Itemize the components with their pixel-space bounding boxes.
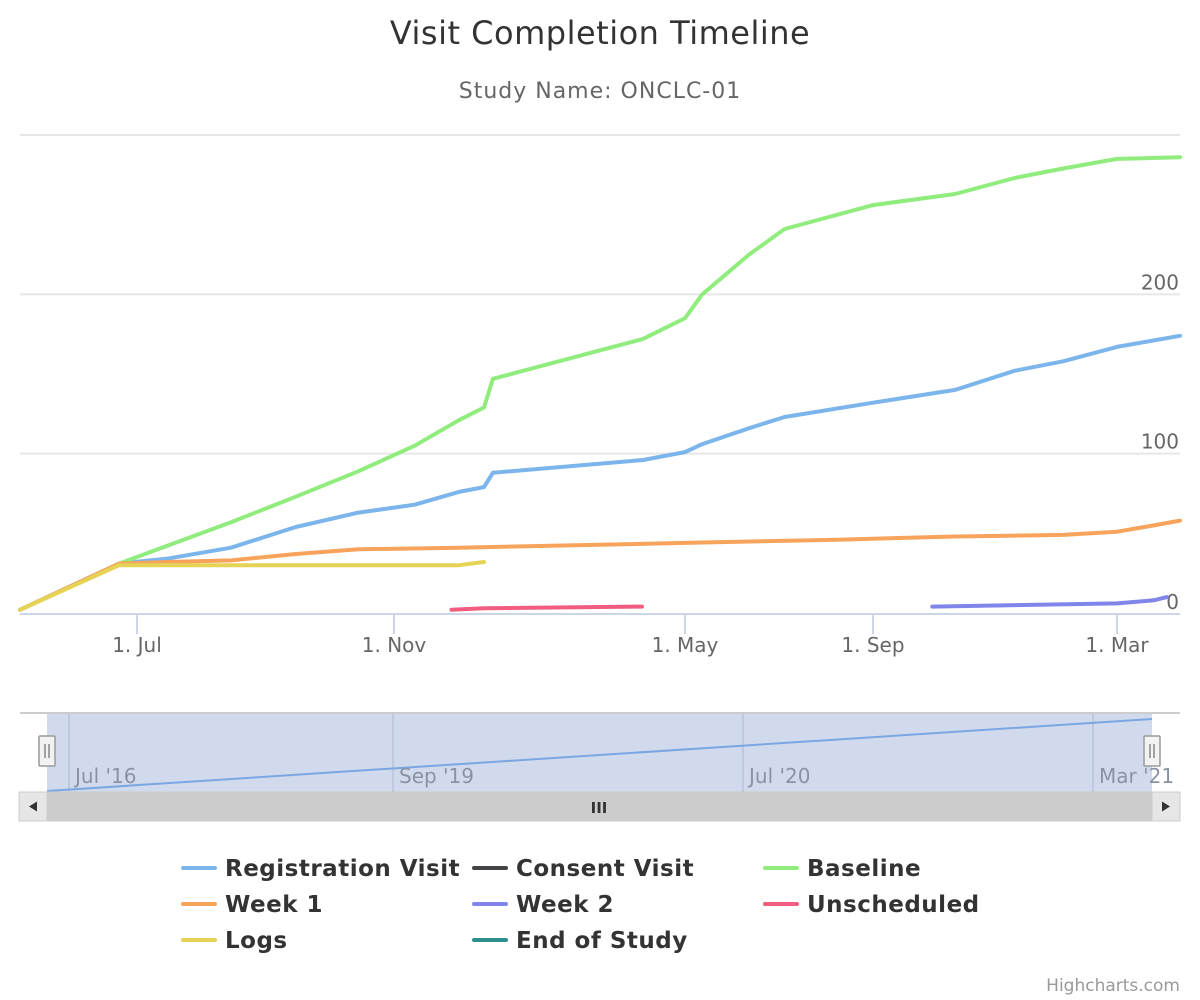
legend-item-end-of-study[interactable]: End of Study	[472, 928, 688, 954]
scrollbar[interactable]: III	[18, 791, 1181, 822]
credits-link[interactable]: Highcharts.com	[1046, 976, 1180, 996]
series-line-week-2[interactable]	[930, 595, 1169, 609]
navigator-handle-right[interactable]	[1143, 735, 1161, 767]
scrollbar-thumb[interactable]	[47, 792, 1152, 821]
legend-label: Week 1	[225, 892, 323, 918]
x-axis: 1. Jul 1. Nov 1. May 1. Sep 1. Mar	[20, 613, 1180, 657]
scrollbar-grip-icon: III	[591, 799, 608, 817]
series-line-logs[interactable]	[18, 560, 486, 612]
series-line-week-1[interactable]	[18, 518, 1182, 612]
legend-label: Baseline	[807, 856, 921, 882]
legend-label: Unscheduled	[807, 892, 980, 918]
x-tick-label: 1. Mar	[1085, 633, 1149, 657]
navigator-label-2: Jul '20	[747, 764, 810, 788]
navigator-label-1: Sep '19	[399, 764, 474, 788]
series-line-registration-visit[interactable]	[18, 333, 1182, 612]
series-lines[interactable]	[18, 155, 1182, 612]
legend-label: Week 2	[516, 892, 614, 918]
legend-item-week-2[interactable]: Week 2	[472, 892, 614, 918]
legend-label: Logs	[225, 928, 288, 954]
legend-item-logs[interactable]: Logs	[181, 928, 288, 954]
x-tick-label: 1. Sep	[841, 633, 904, 657]
y-tick-label: 0	[1166, 590, 1179, 614]
legend-label: Registration Visit	[225, 856, 460, 882]
legend-item-unscheduled[interactable]: Unscheduled	[763, 892, 980, 918]
chart-title: Visit Completion Timeline	[390, 14, 810, 52]
y-tick-label: 200	[1141, 270, 1179, 294]
legend-item-consent-visit[interactable]: Consent Visit	[472, 856, 694, 882]
legend-item-week-1[interactable]: Week 1	[181, 892, 323, 918]
x-tick-label: 1. May	[652, 633, 719, 657]
y-axis: 0 100 200	[1141, 270, 1179, 614]
x-tick-label: 1. Jul	[112, 633, 162, 657]
navigator-label-0: Jul '16	[73, 764, 136, 788]
legend-item-registration-visit[interactable]: Registration Visit	[181, 856, 460, 882]
navigator-handle-left[interactable]	[38, 735, 56, 767]
legend-label: End of Study	[516, 928, 688, 954]
gridlines	[20, 134, 1180, 455]
navigator-label-3: Mar '21	[1099, 764, 1174, 788]
x-tick-label: 1. Nov	[362, 633, 427, 657]
legend-label: Consent Visit	[516, 856, 694, 882]
chart-subtitle: Study Name: ONCLC-01	[459, 79, 742, 104]
y-tick-label: 100	[1141, 430, 1179, 454]
navigator-series-line	[46, 718, 1153, 792]
arrow-right-icon	[1162, 801, 1170, 812]
legend-item-baseline[interactable]: Baseline	[763, 856, 921, 882]
arrow-left-icon	[29, 801, 37, 812]
series-line-unscheduled[interactable]	[449, 604, 644, 612]
scroll-left-button[interactable]	[18, 791, 48, 822]
series-line-baseline[interactable]	[18, 155, 1182, 612]
scroll-right-button[interactable]	[1151, 791, 1181, 822]
legend[interactable]: Registration Visit Consent Visit Baseline W…	[181, 856, 980, 954]
navigator[interactable]: Jul '16 Sep '19 Jul '20 Mar '21	[20, 712, 1180, 792]
